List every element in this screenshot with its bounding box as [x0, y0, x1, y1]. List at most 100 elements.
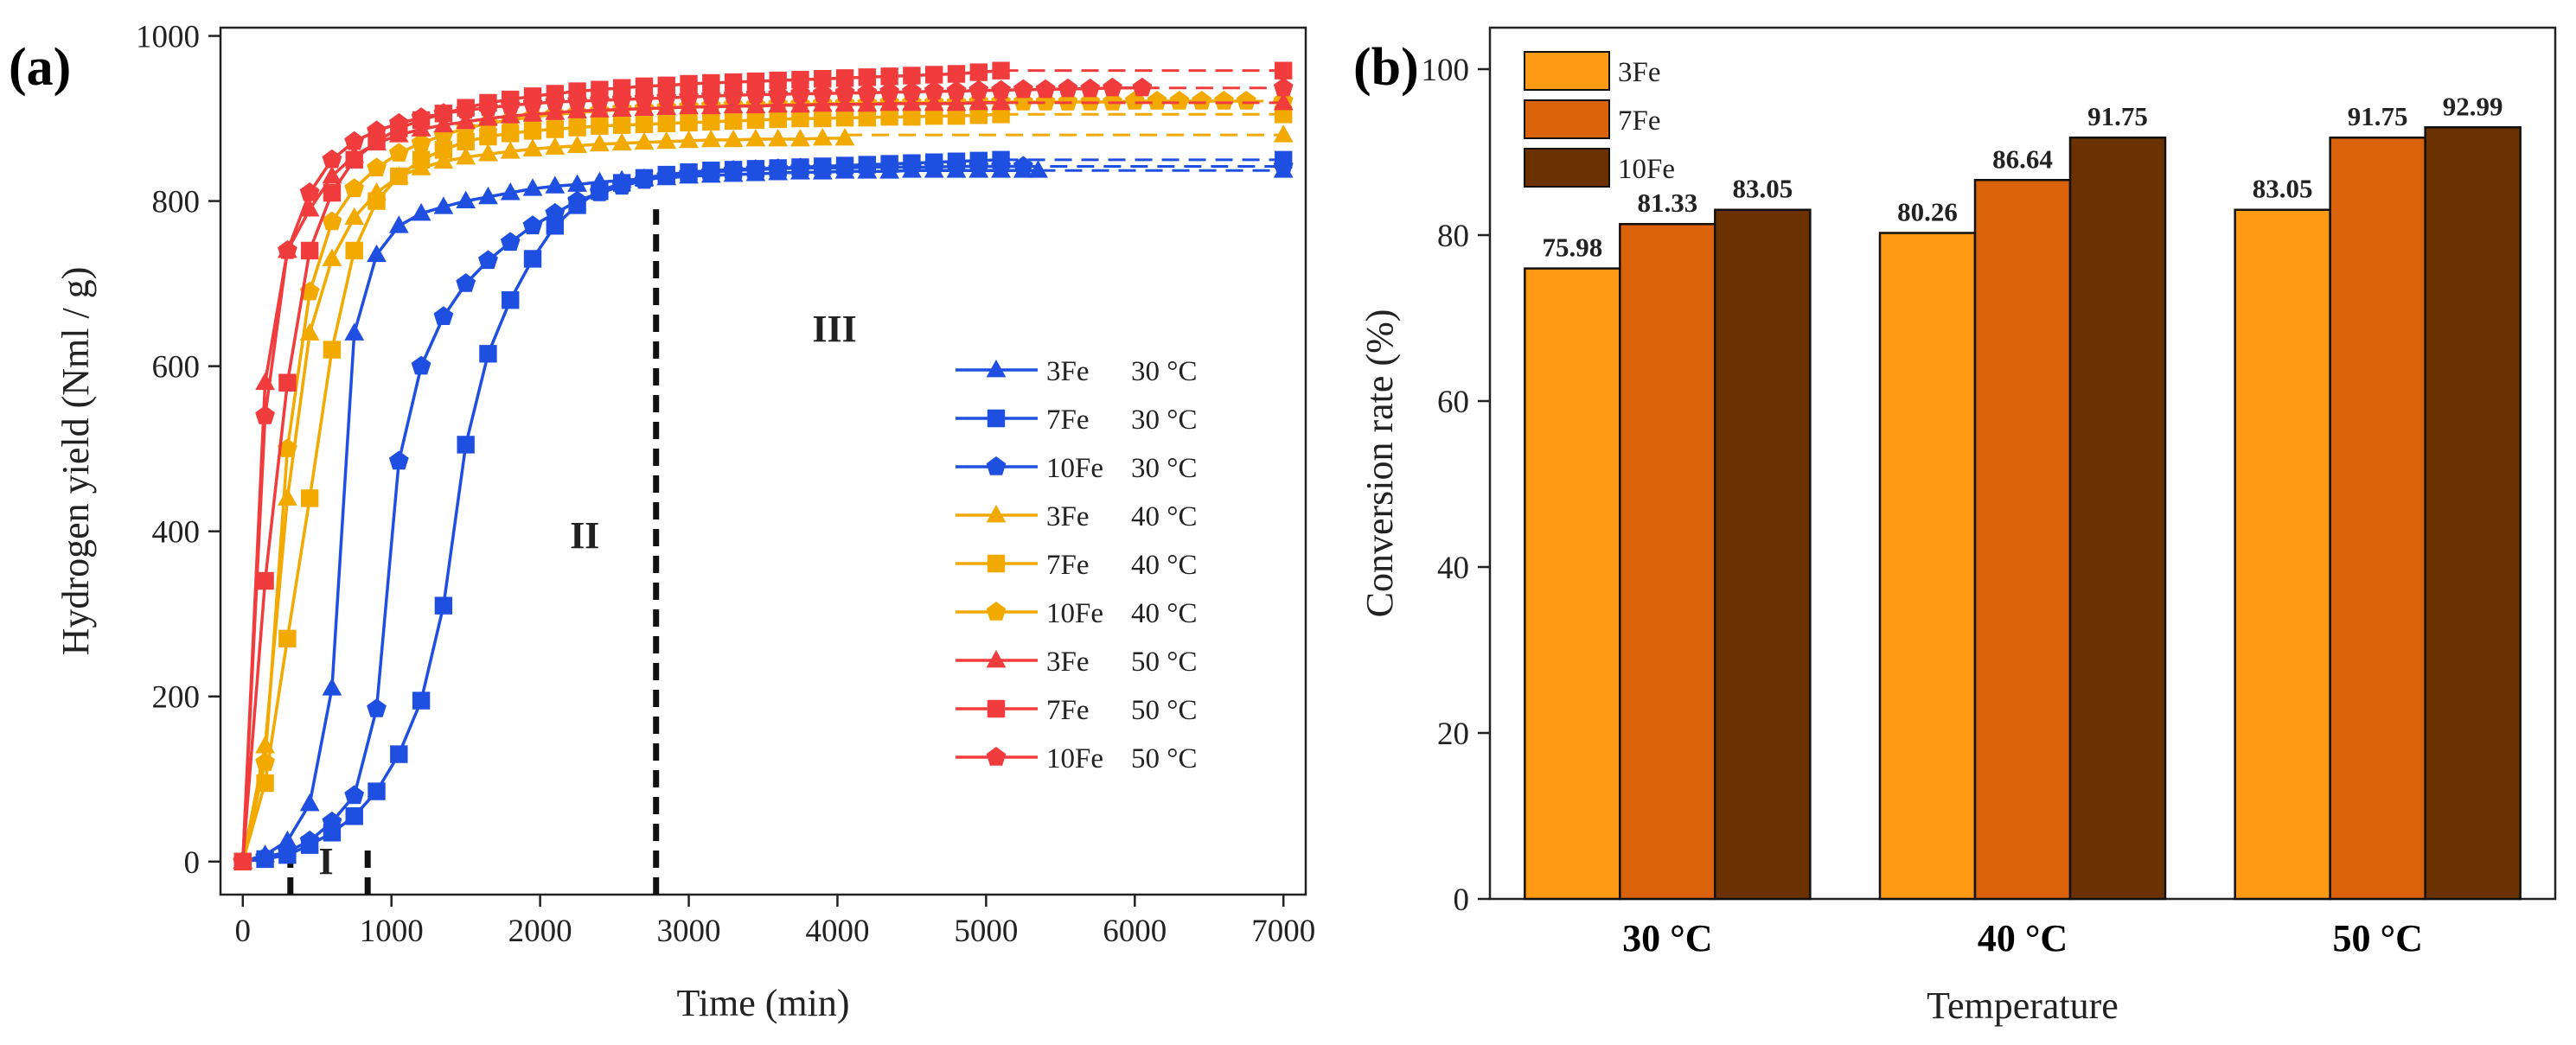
- data-point: [968, 156, 989, 175]
- legend-label: 3Fe: [1046, 647, 1090, 678]
- legend-swatch: [1524, 51, 1610, 91]
- legend-swatch-marker: [986, 360, 1007, 378]
- data-point: [702, 73, 720, 92]
- data-point: [769, 110, 787, 129]
- data-point: [791, 70, 809, 89]
- y-axis-title: Hydrogen yield (Nml / g): [54, 267, 97, 656]
- legend-swatch-marker: [987, 699, 1006, 718]
- data-point: [612, 116, 631, 134]
- data-point: [611, 89, 632, 108]
- data-point: [500, 182, 521, 201]
- bar-3Fe: [2234, 208, 2331, 901]
- data-point: [277, 830, 297, 849]
- legend-temperature: 30 °C: [1131, 453, 1197, 484]
- bar-3Fe: [1878, 232, 1977, 901]
- legend-temperature: 30 °C: [1131, 405, 1197, 436]
- data-point: [657, 76, 675, 95]
- data-point: [278, 239, 297, 259]
- region-label: III: [812, 308, 856, 350]
- data-point: [1058, 78, 1078, 98]
- legend-swatch-marker: [986, 747, 1007, 766]
- data-point: [791, 109, 809, 128]
- data-point: [388, 215, 409, 233]
- legend-temperature: 40 °C: [1131, 598, 1197, 629]
- plot-frame: [219, 26, 1307, 896]
- data-point: [300, 489, 319, 507]
- data-point: [790, 157, 810, 177]
- legend-swatch-marker: [986, 602, 1007, 621]
- data-point: [322, 165, 342, 184]
- data-point: [768, 128, 789, 147]
- data-point: [657, 114, 675, 133]
- data-point: [903, 67, 921, 85]
- y-tick-label: 40: [1437, 551, 1469, 586]
- data-point: [834, 157, 855, 177]
- data-point: [723, 129, 744, 148]
- data-point: [1132, 77, 1153, 97]
- data-point: [589, 133, 610, 152]
- bar-value-label: 91.75: [2087, 101, 2148, 131]
- data-point: [344, 131, 365, 150]
- bar-value-label: 81.33: [1637, 188, 1697, 218]
- data-point: [367, 120, 387, 140]
- data-point: [299, 182, 320, 201]
- data-point: [388, 450, 409, 470]
- data-point: [723, 85, 744, 104]
- legend-temperature: 40 °C: [1131, 550, 1197, 581]
- data-point: [968, 80, 989, 99]
- x-tick-label: 5000: [954, 914, 1018, 949]
- category-label: 30 °C: [1622, 917, 1712, 959]
- bar-7Fe: [1973, 179, 2072, 901]
- bar-10Fe: [2068, 136, 2167, 901]
- series-line: [241, 137, 846, 863]
- data-point: [635, 77, 654, 96]
- data-point: [479, 127, 497, 146]
- data-point: [946, 92, 967, 112]
- data-point: [924, 156, 944, 176]
- data-point: [857, 82, 878, 102]
- data-point: [478, 186, 498, 205]
- data-point: [456, 99, 476, 119]
- bar-value-label: 83.05: [1732, 174, 1793, 204]
- data-point: [679, 130, 699, 149]
- data-point: [812, 128, 833, 146]
- data-point: [522, 138, 543, 156]
- y-tick-label: 400: [152, 515, 201, 551]
- data-point: [814, 109, 832, 128]
- data-point: [278, 373, 297, 392]
- y-tick-label: 100: [1422, 53, 1470, 88]
- series-line: [241, 112, 1001, 863]
- panel-label-a: (a): [9, 38, 71, 97]
- data-point: [1147, 91, 1167, 110]
- data-point: [299, 199, 320, 217]
- data-point: [768, 94, 789, 113]
- x-tick-label: 0: [235, 914, 252, 949]
- data-point: [857, 156, 878, 176]
- legend-label: 10Fe: [1046, 453, 1103, 484]
- legend-temperature: 50 °C: [1131, 743, 1197, 774]
- data-point: [322, 211, 342, 231]
- data-point: [745, 95, 766, 114]
- data-point: [991, 92, 1011, 111]
- bar-value-label: 83.05: [2253, 174, 2313, 204]
- x-axis-title: Time (min): [676, 982, 849, 1024]
- data-point: [700, 86, 721, 105]
- legend-swatch: [1524, 99, 1610, 139]
- x-tick-label: 3000: [657, 914, 721, 949]
- series-end-marker: [1273, 124, 1294, 143]
- data-point: [478, 108, 498, 126]
- bar-value-label: 75.98: [1542, 233, 1602, 263]
- data-point: [835, 108, 854, 127]
- data-point: [367, 244, 387, 263]
- data-point: [344, 785, 365, 805]
- data-point: [500, 232, 521, 252]
- bar-10Fe: [2424, 126, 2522, 901]
- data-point: [723, 95, 744, 114]
- data-point: [502, 124, 520, 143]
- data-point: [1169, 91, 1190, 110]
- data-point: [991, 156, 1011, 175]
- series-end-marker: [1273, 156, 1294, 175]
- series-end-marker: [1273, 77, 1294, 97]
- data-point: [724, 112, 743, 131]
